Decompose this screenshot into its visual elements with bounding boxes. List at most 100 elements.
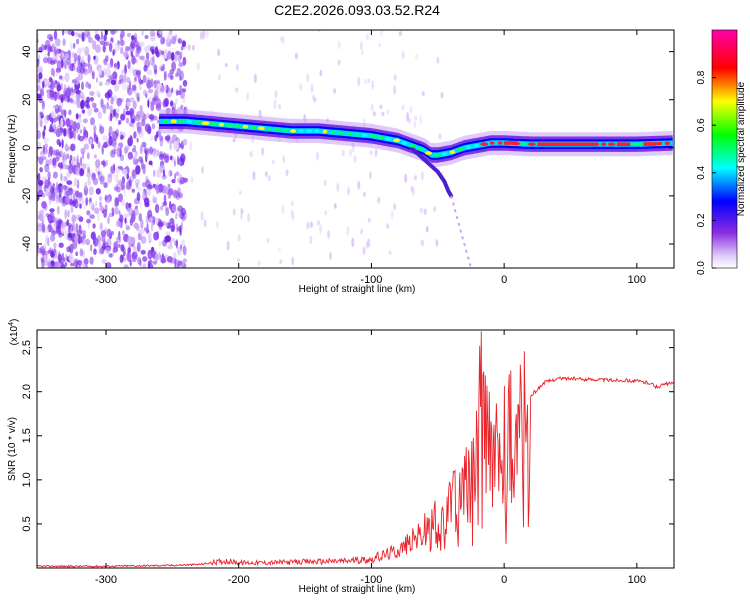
noise-speck xyxy=(131,55,136,65)
noise-speck xyxy=(178,157,185,167)
noise-speck xyxy=(136,46,142,54)
noise-speck xyxy=(76,154,79,165)
noise-speck xyxy=(107,40,111,45)
spectrogram-ytick-label: 0 xyxy=(21,145,33,151)
noise-speck xyxy=(161,239,168,247)
noise-speck xyxy=(138,202,143,208)
noise-speck xyxy=(152,218,155,226)
noise-speck xyxy=(54,49,58,56)
noise-speck xyxy=(103,212,107,218)
noise-speck xyxy=(179,84,183,92)
faint-speck xyxy=(337,59,341,66)
noise-speck xyxy=(68,86,72,97)
noise-speck xyxy=(119,154,125,162)
noise-speck xyxy=(37,222,43,227)
noise-speck xyxy=(94,30,98,35)
noise-speck xyxy=(141,181,147,188)
noise-speck xyxy=(109,129,114,135)
noise-speck xyxy=(135,206,139,213)
ridge-hotspot xyxy=(281,128,289,133)
noise-speck xyxy=(96,211,100,222)
ridge-hotspot xyxy=(489,141,495,145)
noise-speck xyxy=(169,100,174,107)
noise-speck xyxy=(60,117,64,128)
noise-speck xyxy=(139,258,142,267)
noise-speck xyxy=(37,130,41,140)
noise-speck xyxy=(52,104,59,109)
noise-speck xyxy=(44,114,49,125)
noise-speck xyxy=(51,260,55,266)
noise-speck xyxy=(152,260,158,265)
noise-speck xyxy=(62,30,65,36)
faint-speck xyxy=(381,111,385,117)
noise-speck xyxy=(160,85,165,93)
noise-speck xyxy=(182,56,187,66)
noise-speck xyxy=(113,246,119,253)
noise-speck xyxy=(49,60,56,65)
noise-speck xyxy=(104,81,110,86)
noise-speck xyxy=(170,237,176,243)
noise-speck xyxy=(155,184,160,195)
noise-speck xyxy=(131,84,137,91)
noise-speck xyxy=(46,114,51,121)
noise-speck xyxy=(116,108,120,113)
noise-speck xyxy=(37,189,44,197)
noise-speck xyxy=(149,216,153,222)
noise-speck xyxy=(167,72,173,79)
noise-speck xyxy=(178,62,184,68)
ridge-hotspot xyxy=(234,124,241,128)
faint-speck xyxy=(333,203,337,209)
noise-speck xyxy=(95,44,101,54)
noise-speck xyxy=(44,143,49,149)
noise-speck xyxy=(44,227,50,234)
noise-speck xyxy=(56,138,61,146)
faint-speck xyxy=(378,43,382,48)
noise-speck xyxy=(84,100,89,107)
noise-speck xyxy=(140,219,144,229)
noise-speck xyxy=(62,161,67,169)
noise-speck xyxy=(37,211,42,219)
noise-speck xyxy=(163,49,168,59)
noise-speck xyxy=(126,173,129,180)
noise-speck xyxy=(152,55,155,63)
noise-speck xyxy=(53,152,58,158)
faint-speck xyxy=(362,246,366,255)
ridge-hotspot xyxy=(473,143,480,148)
faint-speck xyxy=(277,247,281,252)
noise-speck xyxy=(146,69,153,76)
ridge-hotspot xyxy=(631,142,640,146)
faint-speck xyxy=(425,226,429,233)
noise-speck xyxy=(69,224,74,233)
faint-speck xyxy=(271,159,275,164)
noise-speck xyxy=(66,219,70,226)
noise-speck xyxy=(79,67,85,75)
noise-speck xyxy=(68,163,74,174)
noise-speck xyxy=(37,113,41,123)
snr-ytick-label: 2.5 xyxy=(21,340,33,355)
noise-speck xyxy=(150,103,155,112)
noise-speck xyxy=(160,205,164,211)
noise-speck xyxy=(158,240,162,247)
noise-speck xyxy=(152,115,158,121)
ridge-tail xyxy=(409,145,454,198)
noise-speck xyxy=(87,167,91,173)
noise-speck xyxy=(173,156,176,162)
noise-speck xyxy=(70,143,76,152)
faint-speck xyxy=(217,48,221,57)
noise-speck xyxy=(80,100,84,110)
noise-speck xyxy=(76,98,81,109)
noise-speck xyxy=(77,33,82,39)
noise-speck xyxy=(124,64,127,74)
noise-speck xyxy=(177,177,181,184)
noise-speck xyxy=(125,117,130,124)
noise-speck xyxy=(58,233,63,238)
noise-speck xyxy=(59,101,63,109)
faint-speck xyxy=(374,148,378,157)
noise-speck xyxy=(74,52,78,62)
noise-speck xyxy=(144,59,151,69)
noise-speck xyxy=(47,224,53,233)
faint-speck xyxy=(299,83,303,91)
noise-speck xyxy=(127,87,133,96)
noise-speck xyxy=(71,79,77,84)
ridge-peak-segment xyxy=(504,141,518,145)
